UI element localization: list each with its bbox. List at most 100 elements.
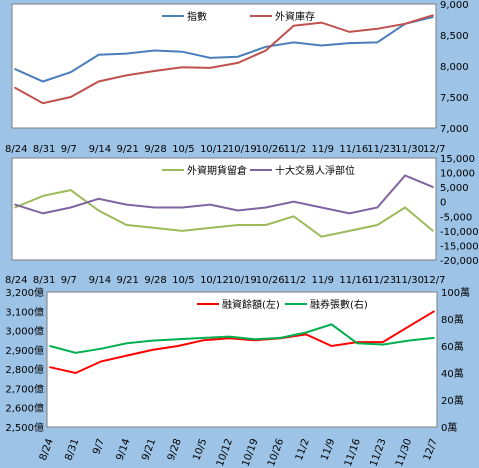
- data-point: [330, 345, 333, 347]
- x-tick-label: 10/19: [228, 144, 257, 155]
- data-point: [432, 16, 434, 18]
- x-tick-label: 11/23: [368, 437, 388, 468]
- data-point: [153, 206, 156, 209]
- x-tick-label: 11/30: [395, 275, 424, 286]
- x-tick-label: 11/2: [294, 437, 312, 462]
- y-right-tick-label: -20,000: [440, 256, 479, 267]
- x-tick-label: 11/9: [312, 275, 334, 286]
- x-tick-label: 9/21: [116, 275, 138, 286]
- data-point: [100, 360, 102, 363]
- x-tick-label: 10/5: [172, 144, 194, 155]
- data-point: [177, 338, 179, 341]
- x-tick-label: 10/5: [191, 437, 209, 462]
- series-line-2-2: [14, 174, 434, 215]
- y-right-tick-label: -15,000: [440, 241, 479, 252]
- data-point: [14, 68, 16, 70]
- series-line-2-1: [14, 189, 434, 238]
- data-point: [153, 49, 156, 52]
- x-tick-label: 12/7: [423, 144, 445, 155]
- x-tick-label: 11/30: [394, 437, 414, 468]
- y-left-tick-label: 2,600億: [5, 402, 44, 415]
- data-point: [69, 71, 72, 73]
- data-point: [125, 74, 128, 77]
- y-right-tick-label: 7,000: [440, 124, 469, 135]
- x-tick-label: 10/26: [266, 437, 286, 468]
- data-point: [69, 96, 72, 98]
- plot-area-2: [11, 157, 437, 261]
- y-left-tick-label: 2,900億: [5, 344, 44, 357]
- x-tick-label: 11/16: [339, 144, 368, 155]
- x-tick-label: 11/23: [367, 275, 396, 286]
- data-point: [14, 203, 16, 206]
- data-point: [42, 195, 44, 197]
- data-point: [97, 80, 100, 83]
- data-point: [305, 333, 307, 336]
- x-tick-label: 9/7: [61, 144, 77, 155]
- x-tick-label: 12/7: [422, 437, 440, 462]
- data-point: [382, 343, 384, 346]
- data-point: [265, 49, 267, 52]
- data-point: [382, 341, 384, 343]
- y-left-tick-label: 3,100億: [5, 305, 44, 318]
- y-right-tick-label: 0: [440, 198, 446, 209]
- data-point: [14, 206, 16, 209]
- data-point: [14, 86, 16, 89]
- y-right-tick-label: 8,000: [440, 62, 469, 73]
- x-tick-label: 10/26: [256, 275, 285, 286]
- data-point: [228, 335, 230, 338]
- x-tick-label: 9/14: [115, 437, 133, 462]
- data-point: [69, 206, 72, 209]
- y-right-tick-label: 8,500: [440, 31, 469, 42]
- legend-label: 十大交易人淨部位: [275, 164, 355, 177]
- y-right-tick-label: -10,000: [440, 227, 479, 238]
- data-point: [97, 209, 100, 212]
- x-tick-label: 8/31: [33, 144, 55, 155]
- x-tick-label: 10/5: [172, 275, 194, 286]
- data-point: [151, 339, 154, 342]
- data-point: [202, 337, 205, 339]
- y-right-tick-label: -5,000: [440, 212, 472, 223]
- data-point: [125, 203, 128, 206]
- data-point: [237, 224, 239, 226]
- data-point: [209, 57, 211, 59]
- x-tick-label: 8/24: [5, 144, 27, 155]
- x-tick-label: 9/7: [91, 437, 107, 456]
- data-point: [42, 102, 44, 104]
- y-left-tick-label: 2,500億: [5, 421, 44, 434]
- x-tick-label: 9/21: [116, 144, 138, 155]
- x-tick-label: 9/21: [140, 437, 158, 462]
- legend-label: 融券張數(右): [310, 298, 368, 311]
- data-point: [376, 28, 379, 30]
- x-tick-label: 9/14: [89, 275, 111, 286]
- data-point: [209, 67, 211, 69]
- series-line-1-2: [14, 14, 434, 105]
- x-tick-label: 11/16: [343, 437, 363, 468]
- data-point: [433, 310, 435, 313]
- data-point: [125, 224, 128, 226]
- data-point: [181, 50, 183, 53]
- y-right-tick-label: 20萬: [441, 394, 464, 407]
- y-right-tick-label: 9,000: [440, 0, 469, 11]
- data-point: [181, 230, 183, 232]
- x-tick-label: 11/9: [312, 144, 334, 155]
- data-point: [42, 212, 44, 215]
- data-point: [348, 42, 351, 44]
- legend-label: 融資餘額(左): [222, 298, 280, 311]
- data-point: [49, 345, 51, 347]
- data-point: [126, 354, 128, 357]
- data-point: [126, 342, 128, 345]
- data-point: [69, 189, 72, 191]
- data-point: [74, 372, 77, 374]
- x-tick-label: 8/24: [38, 437, 56, 462]
- data-point: [320, 44, 323, 47]
- data-point: [237, 55, 239, 58]
- legend-label: 指數: [187, 10, 207, 23]
- series-line-3-2: [49, 323, 435, 354]
- data-point: [49, 366, 51, 369]
- legend-label: 外資庫存: [275, 10, 315, 23]
- data-point: [348, 31, 351, 33]
- data-point: [181, 206, 183, 209]
- x-tick-label: 11/9: [319, 437, 337, 462]
- y-left-tick-label: 2,800億: [5, 363, 44, 376]
